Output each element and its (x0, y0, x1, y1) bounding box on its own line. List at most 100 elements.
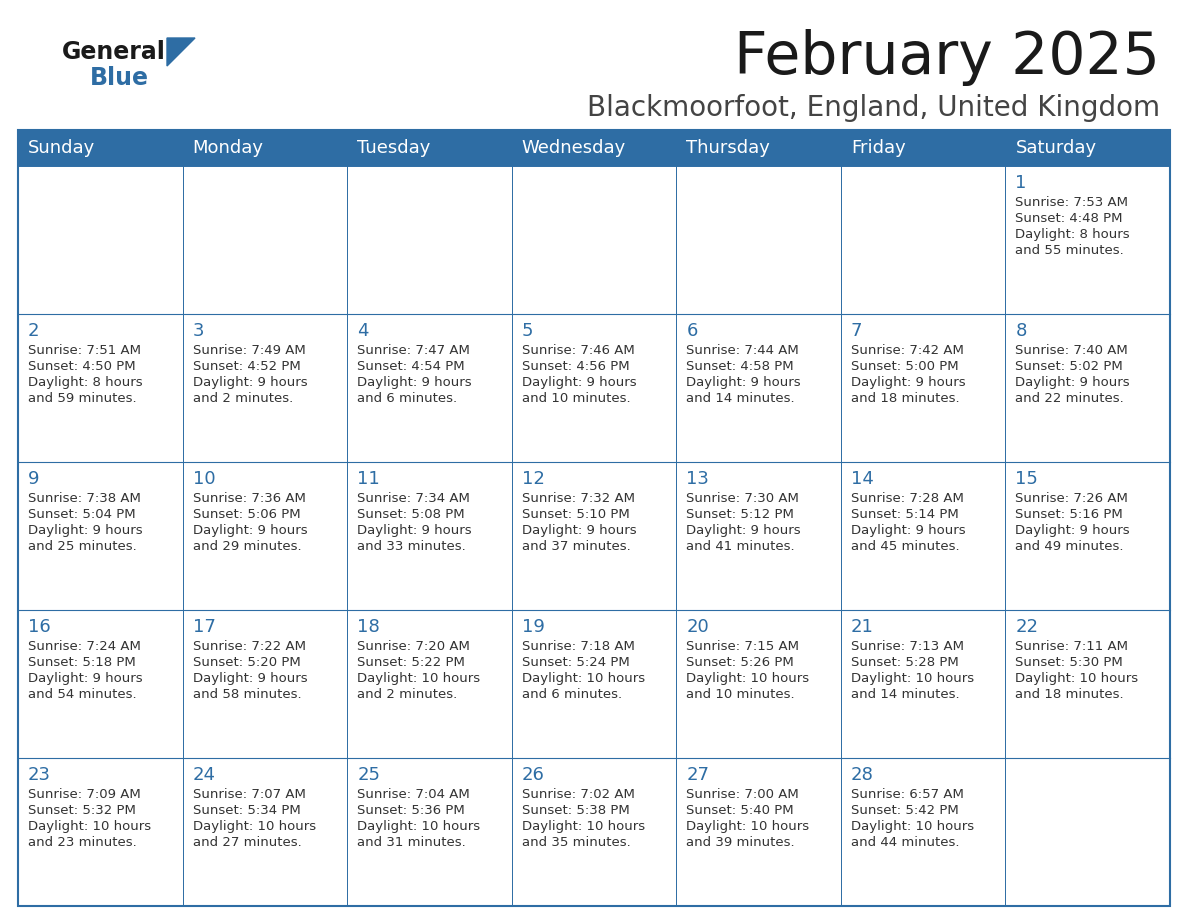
Bar (18, 166, 183, 314)
Text: and 18 minutes.: and 18 minutes. (1016, 688, 1124, 701)
Text: Sunrise: 7:40 AM: Sunrise: 7:40 AM (1016, 344, 1129, 357)
Text: and 31 minutes.: and 31 minutes. (358, 836, 466, 849)
Text: and 55 minutes.: and 55 minutes. (1016, 244, 1124, 257)
Text: 25: 25 (358, 766, 380, 784)
Bar (347, 610, 512, 758)
Text: Thursday: Thursday (687, 139, 770, 157)
Bar (183, 462, 347, 610)
Text: Sunset: 5:18 PM: Sunset: 5:18 PM (29, 656, 135, 669)
Text: and 14 minutes.: and 14 minutes. (687, 392, 795, 405)
Text: Daylight: 8 hours: Daylight: 8 hours (1016, 228, 1130, 241)
Bar (676, 610, 841, 758)
Text: 1: 1 (1016, 174, 1026, 192)
Text: Daylight: 9 hours: Daylight: 9 hours (687, 524, 801, 537)
Text: Sunrise: 7:26 AM: Sunrise: 7:26 AM (1016, 492, 1129, 505)
Text: Sunrise: 7:15 AM: Sunrise: 7:15 AM (687, 640, 800, 653)
Text: 9: 9 (29, 470, 39, 488)
Text: Sunrise: 7:00 AM: Sunrise: 7:00 AM (687, 788, 800, 801)
Text: Daylight: 8 hours: Daylight: 8 hours (29, 376, 143, 389)
Text: Sunrise: 7:32 AM: Sunrise: 7:32 AM (522, 492, 634, 505)
Text: Daylight: 10 hours: Daylight: 10 hours (687, 820, 809, 833)
Text: Sunrise: 7:02 AM: Sunrise: 7:02 AM (522, 788, 634, 801)
Text: Sunset: 5:36 PM: Sunset: 5:36 PM (358, 804, 465, 817)
Bar (841, 610, 1005, 758)
Bar (676, 314, 841, 462)
Bar (18, 462, 183, 610)
Text: Sunrise: 7:36 AM: Sunrise: 7:36 AM (192, 492, 305, 505)
Text: Sunset: 5:26 PM: Sunset: 5:26 PM (687, 656, 794, 669)
Text: Sunrise: 7:13 AM: Sunrise: 7:13 AM (851, 640, 963, 653)
Text: and 18 minutes.: and 18 minutes. (851, 392, 960, 405)
Text: Sunset: 5:16 PM: Sunset: 5:16 PM (1016, 508, 1123, 521)
Bar (347, 314, 512, 462)
Text: 24: 24 (192, 766, 215, 784)
Text: Daylight: 10 hours: Daylight: 10 hours (522, 820, 645, 833)
Bar (183, 314, 347, 462)
Text: Sunrise: 7:22 AM: Sunrise: 7:22 AM (192, 640, 305, 653)
Bar (512, 166, 676, 314)
Bar (183, 610, 347, 758)
Text: Sunset: 5:14 PM: Sunset: 5:14 PM (851, 508, 959, 521)
Text: Daylight: 9 hours: Daylight: 9 hours (192, 672, 308, 685)
Text: Daylight: 9 hours: Daylight: 9 hours (358, 524, 472, 537)
Text: 26: 26 (522, 766, 544, 784)
Text: and 41 minutes.: and 41 minutes. (687, 540, 795, 553)
Text: 14: 14 (851, 470, 873, 488)
Text: Tuesday: Tuesday (358, 139, 430, 157)
Text: Sunset: 4:52 PM: Sunset: 4:52 PM (192, 360, 301, 373)
Text: 19: 19 (522, 618, 544, 636)
Text: Daylight: 9 hours: Daylight: 9 hours (29, 524, 143, 537)
Text: and 29 minutes.: and 29 minutes. (192, 540, 302, 553)
Text: Sunrise: 7:09 AM: Sunrise: 7:09 AM (29, 788, 140, 801)
Text: Daylight: 9 hours: Daylight: 9 hours (522, 376, 637, 389)
Text: 23: 23 (29, 766, 51, 784)
Text: Sunrise: 7:04 AM: Sunrise: 7:04 AM (358, 788, 470, 801)
Text: Sunset: 5:40 PM: Sunset: 5:40 PM (687, 804, 794, 817)
Text: and 45 minutes.: and 45 minutes. (851, 540, 960, 553)
Text: Sunset: 5:38 PM: Sunset: 5:38 PM (522, 804, 630, 817)
Text: Daylight: 10 hours: Daylight: 10 hours (192, 820, 316, 833)
Text: 22: 22 (1016, 618, 1038, 636)
Bar (18, 758, 183, 906)
Bar (676, 758, 841, 906)
Text: Sunset: 5:24 PM: Sunset: 5:24 PM (522, 656, 630, 669)
Text: Daylight: 10 hours: Daylight: 10 hours (29, 820, 151, 833)
Text: and 6 minutes.: and 6 minutes. (522, 688, 621, 701)
Bar (841, 462, 1005, 610)
Text: Sunrise: 7:49 AM: Sunrise: 7:49 AM (192, 344, 305, 357)
Text: 4: 4 (358, 322, 368, 340)
Text: and 58 minutes.: and 58 minutes. (192, 688, 302, 701)
Text: Sunset: 4:54 PM: Sunset: 4:54 PM (358, 360, 465, 373)
Bar (183, 166, 347, 314)
Text: and 10 minutes.: and 10 minutes. (687, 688, 795, 701)
Text: and 37 minutes.: and 37 minutes. (522, 540, 631, 553)
Text: Sunset: 5:32 PM: Sunset: 5:32 PM (29, 804, 135, 817)
Text: Sunrise: 7:34 AM: Sunrise: 7:34 AM (358, 492, 470, 505)
Text: Daylight: 9 hours: Daylight: 9 hours (851, 524, 966, 537)
Text: Sunset: 4:56 PM: Sunset: 4:56 PM (522, 360, 630, 373)
Text: 8: 8 (1016, 322, 1026, 340)
Text: Sunset: 5:30 PM: Sunset: 5:30 PM (1016, 656, 1123, 669)
Text: Sunrise: 7:30 AM: Sunrise: 7:30 AM (687, 492, 800, 505)
Text: and 10 minutes.: and 10 minutes. (522, 392, 631, 405)
Text: and 2 minutes.: and 2 minutes. (192, 392, 292, 405)
Text: Blue: Blue (90, 66, 148, 90)
Text: Daylight: 9 hours: Daylight: 9 hours (1016, 376, 1130, 389)
Text: Sunrise: 7:18 AM: Sunrise: 7:18 AM (522, 640, 634, 653)
Bar (347, 462, 512, 610)
Text: Sunset: 5:12 PM: Sunset: 5:12 PM (687, 508, 794, 521)
Bar (841, 166, 1005, 314)
Bar (18, 130, 1170, 906)
Text: and 35 minutes.: and 35 minutes. (522, 836, 631, 849)
Text: Sunrise: 7:24 AM: Sunrise: 7:24 AM (29, 640, 141, 653)
Text: Sunrise: 7:11 AM: Sunrise: 7:11 AM (1016, 640, 1129, 653)
Text: and 27 minutes.: and 27 minutes. (192, 836, 302, 849)
Text: Sunset: 5:00 PM: Sunset: 5:00 PM (851, 360, 959, 373)
Text: and 49 minutes.: and 49 minutes. (1016, 540, 1124, 553)
Text: Daylight: 10 hours: Daylight: 10 hours (851, 820, 974, 833)
Text: Blackmoorfoot, England, United Kingdom: Blackmoorfoot, England, United Kingdom (587, 94, 1159, 122)
Text: Daylight: 9 hours: Daylight: 9 hours (358, 376, 472, 389)
Text: Sunset: 5:42 PM: Sunset: 5:42 PM (851, 804, 959, 817)
Text: 20: 20 (687, 618, 709, 636)
Bar (512, 314, 676, 462)
